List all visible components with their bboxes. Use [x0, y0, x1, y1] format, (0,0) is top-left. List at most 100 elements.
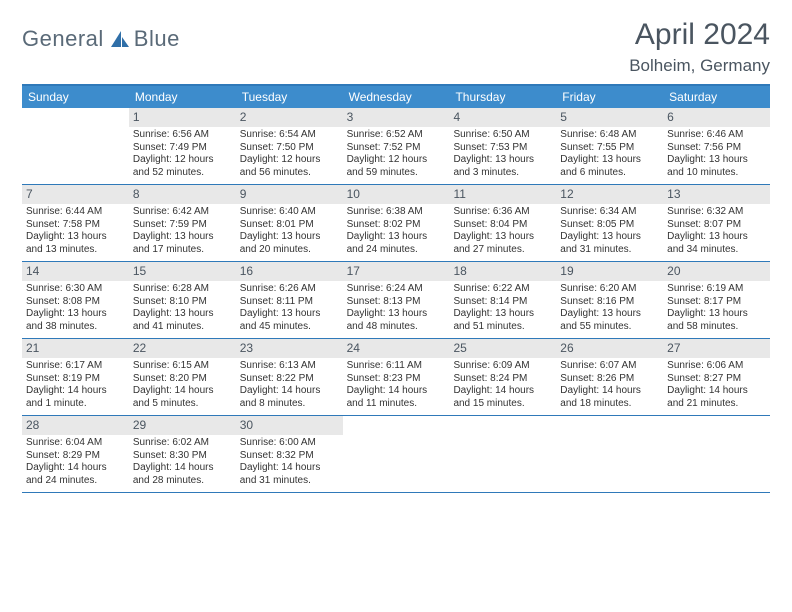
- day-cell: 20Sunrise: 6:19 AMSunset: 8:17 PMDayligh…: [663, 262, 770, 338]
- day-number: 24: [343, 339, 450, 358]
- day-number: 30: [236, 416, 343, 435]
- day-header-sat: Saturday: [663, 86, 770, 108]
- day-cell: .: [556, 416, 663, 492]
- day-cell: .: [663, 416, 770, 492]
- daylight-line-2: and 1 minute.: [26, 398, 125, 411]
- sunset-line: Sunset: 8:32 PM: [240, 450, 339, 463]
- calendar: Sunday Monday Tuesday Wednesday Thursday…: [22, 84, 770, 493]
- sunrise-line: Sunrise: 6:54 AM: [240, 129, 339, 142]
- sunrise-line: Sunrise: 6:17 AM: [26, 360, 125, 373]
- day-number: 12: [556, 185, 663, 204]
- daylight-line-1: Daylight: 13 hours: [560, 231, 659, 244]
- sunset-line: Sunset: 7:49 PM: [133, 142, 232, 155]
- weeks-container: . 1 Sunrise: 6:56 AMSunset: 7:49 PM Dayligh…: [22, 108, 770, 493]
- daylight-line-2: and 45 minutes.: [240, 321, 339, 334]
- sunrise-line: Sunrise: 6:28 AM: [133, 283, 232, 296]
- daylight-line-2: and 55 minutes.: [560, 321, 659, 334]
- sunset-line: Sunset: 7:53 PM: [453, 142, 552, 155]
- daylight-line-2: and 8 minutes.: [240, 398, 339, 411]
- sunset-line: Sunset: 7:59 PM: [133, 219, 232, 232]
- daylight-line-2: and 15 minutes.: [453, 398, 552, 411]
- sunset-line: Sunset: 8:26 PM: [560, 373, 659, 386]
- month-title: April 2024: [629, 18, 770, 52]
- daylight-line-2: and 11 minutes.: [347, 398, 446, 411]
- sunset-line: Sunset: 7:55 PM: [560, 142, 659, 155]
- day-number: 23: [236, 339, 343, 358]
- sunset-line: Sunset: 8:11 PM: [240, 296, 339, 309]
- sunset-line: Sunset: 8:22 PM: [240, 373, 339, 386]
- daylight-line-2: and 21 minutes.: [667, 398, 766, 411]
- day-cell: 16Sunrise: 6:26 AMSunset: 8:11 PMDayligh…: [236, 262, 343, 338]
- sunrise-line: Sunrise: 6:38 AM: [347, 206, 446, 219]
- sunset-line: Sunset: 8:19 PM: [26, 373, 125, 386]
- sunrise-line: Sunrise: 6:13 AM: [240, 360, 339, 373]
- sunrise-line: Sunrise: 6:42 AM: [133, 206, 232, 219]
- sunrise-line: Sunrise: 6:30 AM: [26, 283, 125, 296]
- day-cell: 9Sunrise: 6:40 AMSunset: 8:01 PMDaylight…: [236, 185, 343, 261]
- day-number: 29: [129, 416, 236, 435]
- daylight-line-2: and 31 minutes.: [560, 244, 659, 257]
- sunrise-line: Sunrise: 6:36 AM: [453, 206, 552, 219]
- daylight-line-2: and 18 minutes.: [560, 398, 659, 411]
- sunset-line: Sunset: 8:01 PM: [240, 219, 339, 232]
- sunset-line: Sunset: 7:56 PM: [667, 142, 766, 155]
- day-cell: 30 Sunrise: 6:00 AMSunset: 8:32 PMDayligh…: [236, 416, 343, 492]
- day-number: 5: [556, 108, 663, 127]
- day-cell: 27Sunrise: 6:06 AMSunset: 8:27 PMDayligh…: [663, 339, 770, 415]
- day-number: 25: [449, 339, 556, 358]
- sunrise-line: Sunrise: 6:00 AM: [240, 437, 339, 450]
- sunset-line: Sunset: 8:05 PM: [560, 219, 659, 232]
- daylight-line-1: Daylight: 13 hours: [453, 231, 552, 244]
- daylight-line-1: Daylight: 13 hours: [347, 308, 446, 321]
- day-cell: 19Sunrise: 6:20 AMSunset: 8:16 PMDayligh…: [556, 262, 663, 338]
- daylight-line-2: and 3 minutes.: [453, 167, 552, 180]
- daylight-line-1: Daylight: 13 hours: [453, 154, 552, 167]
- day-header-sun: Sunday: [22, 86, 129, 108]
- sunrise-line: Sunrise: 6:09 AM: [453, 360, 552, 373]
- daylight-line-1: Daylight: 13 hours: [26, 308, 125, 321]
- sunrise-line: Sunrise: 6:56 AM: [133, 129, 232, 142]
- daylight-line-1: Daylight: 13 hours: [133, 308, 232, 321]
- daylight-line-1: Daylight: 14 hours: [240, 462, 339, 475]
- daylight-line-2: and 56 minutes.: [240, 167, 339, 180]
- day-number: 26: [556, 339, 663, 358]
- day-header-row: Sunday Monday Tuesday Wednesday Thursday…: [22, 86, 770, 108]
- day-cell: 15Sunrise: 6:28 AMSunset: 8:10 PMDayligh…: [129, 262, 236, 338]
- sunrise-line: Sunrise: 6:46 AM: [667, 129, 766, 142]
- daylight-line-2: and 34 minutes.: [667, 244, 766, 257]
- location-label: Bolheim, Germany: [629, 56, 770, 76]
- day-number: 1: [129, 108, 236, 127]
- day-header-thu: Thursday: [449, 86, 556, 108]
- daylight-line-1: Daylight: 14 hours: [26, 462, 125, 475]
- sunset-line: Sunset: 8:29 PM: [26, 450, 125, 463]
- sunset-line: Sunset: 8:17 PM: [667, 296, 766, 309]
- daylight-line-2: and 52 minutes.: [133, 167, 232, 180]
- day-number: 6: [663, 108, 770, 127]
- day-cell: 24Sunrise: 6:11 AMSunset: 8:23 PMDayligh…: [343, 339, 450, 415]
- day-cell: 17Sunrise: 6:24 AMSunset: 8:13 PMDayligh…: [343, 262, 450, 338]
- day-number: 18: [449, 262, 556, 281]
- daylight-line-2: and 24 minutes.: [347, 244, 446, 257]
- day-number: 19: [556, 262, 663, 281]
- daylight-line-2: and 48 minutes.: [347, 321, 446, 334]
- day-number: 15: [129, 262, 236, 281]
- sunset-line: Sunset: 8:24 PM: [453, 373, 552, 386]
- day-cell: 3Sunrise: 6:52 AMSunset: 7:52 PMDaylight…: [343, 108, 450, 184]
- sunset-line: Sunset: 8:14 PM: [453, 296, 552, 309]
- daylight-line-1: Daylight: 13 hours: [667, 154, 766, 167]
- daylight-line-1: Daylight: 14 hours: [560, 385, 659, 398]
- sunrise-line: Sunrise: 6:34 AM: [560, 206, 659, 219]
- sunrise-line: Sunrise: 6:11 AM: [347, 360, 446, 373]
- logo: General Blue: [22, 18, 180, 52]
- day-cell: 14Sunrise: 6:30 AMSunset: 8:08 PMDayligh…: [22, 262, 129, 338]
- day-cell: 7Sunrise: 6:44 AMSunset: 7:58 PMDaylight…: [22, 185, 129, 261]
- sunrise-line: Sunrise: 6:20 AM: [560, 283, 659, 296]
- header: General Blue April 2024 Bolheim, Germany: [0, 0, 792, 76]
- daylight-line-2: and 24 minutes.: [26, 475, 125, 488]
- daylight-line-2: and 28 minutes.: [133, 475, 232, 488]
- day-number: 14: [22, 262, 129, 281]
- daylight-line-1: Daylight: 13 hours: [347, 231, 446, 244]
- sunset-line: Sunset: 7:52 PM: [347, 142, 446, 155]
- daylight-line-2: and 17 minutes.: [133, 244, 232, 257]
- day-cell: 26Sunrise: 6:07 AMSunset: 8:26 PMDayligh…: [556, 339, 663, 415]
